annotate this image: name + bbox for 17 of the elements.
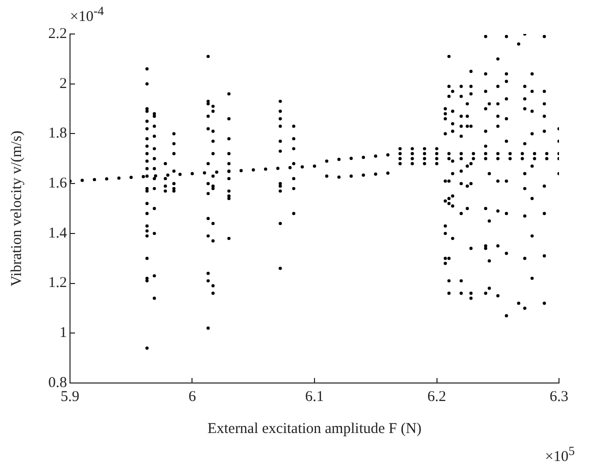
y-tick-label: 1.4: [48, 225, 68, 242]
y-tick-label: 1.2: [48, 275, 67, 292]
x-tick-label: 6: [188, 388, 196, 405]
x-tick-label: 6.1: [305, 388, 324, 405]
y-tick-label: 1.8: [48, 126, 67, 142]
text: ×10$^{-4}$: [70, 4, 104, 26]
x-tick-label: 5.9: [60, 388, 80, 405]
text: ×10$^{5}$: [545, 444, 575, 466]
x-tick-label: 6.3: [550, 388, 568, 405]
y-tick-label: 2: [60, 76, 67, 92]
y-tick-label: 1.6: [48, 176, 68, 192]
x-axis-title: External excitation amplitude F (N): [207, 420, 422, 437]
x-tick-label: 6.2: [427, 388, 446, 405]
y-tick-label: 1: [60, 325, 67, 342]
y-tick-label: 0.8: [48, 374, 67, 391]
y-axis-title: Vibration velocity v/(m/s): [8, 130, 25, 286]
y-tick-label: 2.2: [48, 26, 67, 42]
